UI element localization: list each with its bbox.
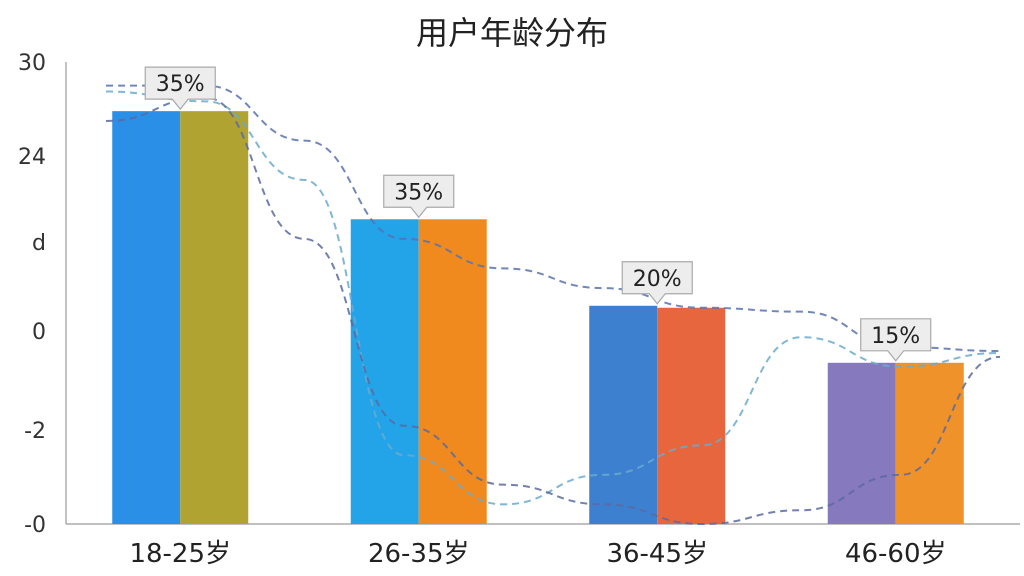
data-label: 35% xyxy=(394,180,443,205)
overlay-line xyxy=(106,84,1001,352)
bar xyxy=(180,111,249,525)
x-tick-label: 46-60岁 xyxy=(845,539,947,569)
y-tick-label: 0 xyxy=(32,320,46,345)
bar xyxy=(827,362,896,524)
bar xyxy=(418,219,487,524)
y-tick-label: -0 xyxy=(24,513,46,538)
bar xyxy=(350,219,419,524)
bar xyxy=(589,305,658,524)
y-tick-label: 30 xyxy=(18,51,46,76)
data-label-box xyxy=(144,66,216,111)
data-label-box xyxy=(383,174,455,219)
y-tick-label: d xyxy=(32,231,46,256)
data-label: 15% xyxy=(871,324,920,349)
data-label: 20% xyxy=(633,267,682,292)
data-label: 35% xyxy=(156,72,205,97)
overlay-line xyxy=(105,96,1001,526)
y-tick-label: -2 xyxy=(24,419,46,444)
x-tick-label: 26-35岁 xyxy=(368,539,470,569)
bar xyxy=(657,307,726,524)
x-tick-label: 36-45岁 xyxy=(606,539,708,569)
bar xyxy=(112,111,181,525)
overlay-line xyxy=(105,90,1001,506)
chart-title: 用户年龄分布 xyxy=(415,14,608,52)
bar xyxy=(895,362,964,524)
y-tick-label: 24 xyxy=(18,145,46,170)
data-label-box xyxy=(860,318,932,362)
data-label-box xyxy=(621,261,693,305)
x-tick-label: 18-25岁 xyxy=(129,539,231,569)
